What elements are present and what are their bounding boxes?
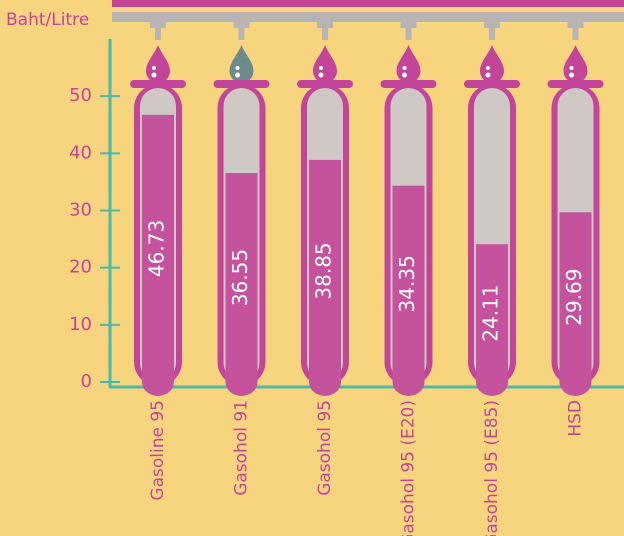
nozzle bbox=[317, 20, 333, 28]
x-tick-label: Gasoline 95 bbox=[148, 400, 168, 501]
nozzle bbox=[489, 28, 495, 40]
x-tick-label: Gasohol 95 bbox=[315, 400, 335, 496]
bar bbox=[559, 212, 592, 382]
value-label: 36.55 bbox=[228, 249, 252, 306]
label-bg bbox=[0, 0, 112, 40]
nozzle bbox=[155, 28, 161, 40]
nozzle bbox=[150, 20, 166, 28]
nozzle bbox=[572, 28, 579, 40]
y-tick-label: 40 bbox=[69, 142, 92, 163]
drop-shine bbox=[318, 72, 324, 78]
nozzle bbox=[405, 28, 412, 40]
tube-bottom bbox=[476, 368, 508, 396]
y-axis-label: Baht/Litre bbox=[6, 10, 89, 30]
x-tick-label: Gasohol 91 bbox=[232, 400, 252, 496]
tube-bottom bbox=[309, 368, 341, 396]
top-strip bbox=[110, 0, 624, 7]
value-label: 24.11 bbox=[479, 284, 503, 341]
x-tick-label: HSD bbox=[566, 400, 586, 437]
nozzle bbox=[238, 28, 245, 40]
nozzle bbox=[322, 28, 328, 40]
bar bbox=[476, 244, 508, 382]
y-tick-label: 0 bbox=[81, 371, 92, 392]
bar bbox=[225, 173, 258, 382]
bar bbox=[142, 114, 174, 382]
drop-shine bbox=[235, 72, 240, 78]
value-label: 34.35 bbox=[395, 255, 419, 312]
tube-bottom bbox=[559, 368, 592, 396]
drop-shine bbox=[402, 66, 407, 70]
drop-shine bbox=[235, 66, 240, 70]
drop-shine bbox=[319, 66, 323, 70]
drop-shine bbox=[486, 66, 490, 70]
drop-shine bbox=[569, 72, 574, 78]
y-tick-label: 10 bbox=[69, 314, 92, 335]
y-tick-label: 30 bbox=[69, 200, 92, 221]
nozzle bbox=[400, 20, 417, 28]
drop-shine bbox=[485, 72, 491, 78]
tube-bottom bbox=[392, 368, 425, 396]
y-tick-label: 20 bbox=[69, 257, 92, 278]
drop-shine bbox=[152, 66, 156, 70]
drop-shine bbox=[151, 72, 157, 78]
drop-shine bbox=[569, 66, 574, 70]
value-label: 46.73 bbox=[145, 220, 169, 277]
nozzle bbox=[567, 20, 584, 28]
value-label: 38.85 bbox=[312, 242, 336, 299]
x-tick-label: Gasohol 95 (E20) bbox=[399, 400, 419, 536]
y-tick-label: 50 bbox=[69, 85, 92, 106]
bar bbox=[392, 185, 425, 382]
tube-bottom bbox=[225, 368, 258, 396]
nozzle bbox=[233, 20, 250, 28]
bar bbox=[309, 159, 341, 382]
nozzle bbox=[484, 20, 500, 28]
drop-shine bbox=[402, 72, 407, 78]
value-label: 29.69 bbox=[562, 269, 586, 326]
x-tick-label: Gasohol 95 (E85) bbox=[482, 400, 502, 536]
tube-bottom bbox=[142, 368, 174, 396]
pipe bbox=[110, 12, 624, 22]
